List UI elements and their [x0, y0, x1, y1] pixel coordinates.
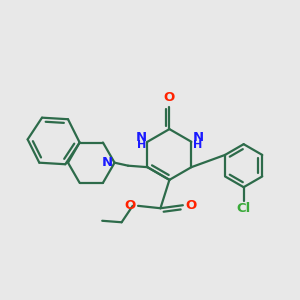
Text: N: N [136, 131, 147, 144]
Text: N: N [102, 156, 113, 169]
Text: N: N [192, 131, 203, 144]
Text: O: O [124, 199, 136, 212]
Text: O: O [164, 91, 175, 104]
Text: H: H [137, 140, 146, 150]
Text: H: H [193, 140, 203, 150]
Text: Cl: Cl [236, 202, 251, 215]
Text: O: O [185, 199, 196, 212]
